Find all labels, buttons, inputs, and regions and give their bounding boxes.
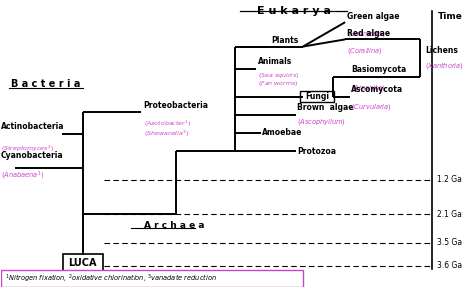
Text: B a c t e r i a: B a c t e r i a	[10, 79, 80, 89]
Text: Cyanobacteria: Cyanobacteria	[0, 151, 64, 160]
Text: $(Corallina)$: $(Corallina)$	[346, 46, 383, 56]
Text: Basiomycota: Basiomycota	[351, 65, 407, 74]
Text: Proteobacteria: Proteobacteria	[144, 101, 209, 110]
Text: Time: Time	[438, 12, 462, 21]
Text: 3.5 Ga: 3.5 Ga	[438, 238, 463, 247]
FancyBboxPatch shape	[300, 91, 334, 103]
Text: $(Streptomyces^2)$: $(Streptomyces^2)$	[0, 144, 54, 154]
Text: Plants: Plants	[271, 36, 298, 45]
Text: $(Azotobacter^1)$: $(Azotobacter^1)$	[144, 118, 191, 128]
Text: $(Xanthoria)$: $(Xanthoria)$	[425, 60, 464, 71]
FancyBboxPatch shape	[0, 270, 302, 287]
FancyBboxPatch shape	[63, 254, 103, 272]
Text: Actinobacteria: Actinobacteria	[0, 122, 64, 131]
Text: Protozoa: Protozoa	[297, 147, 337, 156]
Text: Red algae: Red algae	[346, 29, 390, 38]
Text: $(Sea\ squirts)$: $(Sea\ squirts)$	[258, 71, 300, 80]
Text: $^1$Nitrogen fixation, $^2$oxidative chlorination, $^3$vanadate reduction: $^1$Nitrogen fixation, $^2$oxidative chl…	[5, 272, 217, 285]
Text: Lichens: Lichens	[425, 46, 458, 55]
Text: 3.6 Ga: 3.6 Ga	[438, 261, 463, 270]
Text: E u k a r y a: E u k a r y a	[256, 6, 330, 16]
Text: $(Fan\ worms)$: $(Fan\ worms)$	[258, 79, 299, 88]
Text: Ascomycota: Ascomycota	[351, 86, 403, 94]
Text: Amoebae: Amoebae	[262, 128, 302, 137]
Text: $(Shewanella^3)$: $(Shewanella^3)$	[144, 129, 189, 139]
Text: A r c h a e a: A r c h a e a	[144, 221, 204, 230]
Text: Animals: Animals	[258, 57, 293, 66]
Text: Brown  algae: Brown algae	[297, 103, 354, 112]
Text: 2.1 Ga: 2.1 Ga	[438, 210, 462, 219]
Text: 1.2 Ga: 1.2 Ga	[438, 175, 462, 184]
Text: $(Holimeda)$: $(Holimeda)$	[346, 29, 385, 39]
Text: $(Anabaena^1)$: $(Anabaena^1)$	[0, 170, 44, 182]
Text: $(Curvularia)$: $(Curvularia)$	[351, 102, 392, 112]
Text: LUCA: LUCA	[68, 258, 97, 268]
Text: $(Amanita)$: $(Amanita)$	[351, 82, 385, 93]
Text: $(Ascophyllum)$: $(Ascophyllum)$	[297, 117, 346, 127]
Text: Fungi: Fungi	[305, 92, 329, 101]
Text: Green algae: Green algae	[346, 12, 399, 21]
